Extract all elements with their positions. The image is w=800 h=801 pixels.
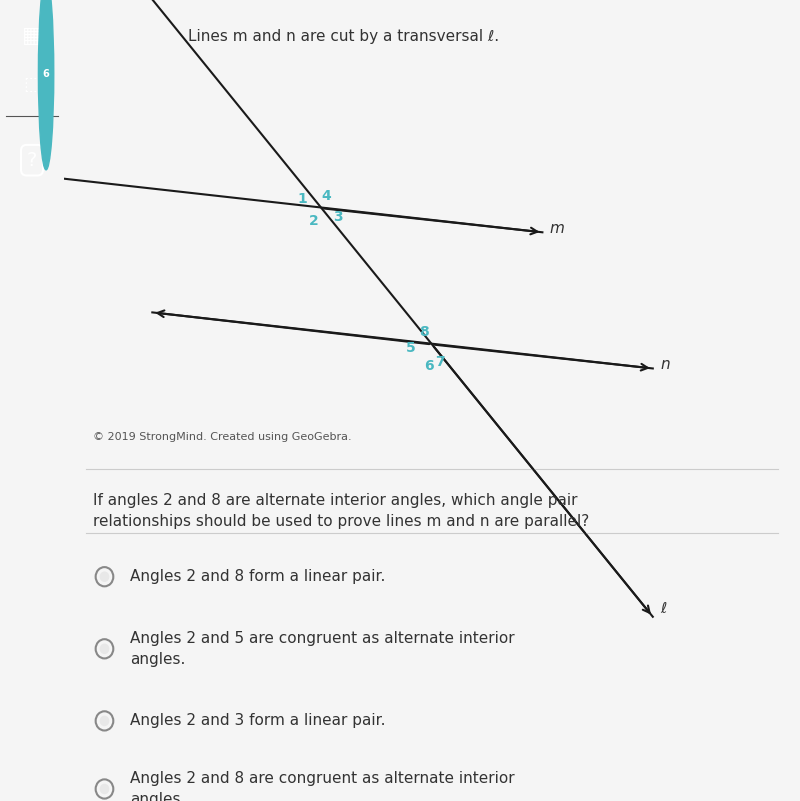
Text: ?: ? [27, 151, 37, 170]
Circle shape [100, 783, 110, 795]
Text: 6: 6 [42, 69, 50, 78]
Text: n: n [660, 357, 670, 372]
Text: 7: 7 [435, 355, 445, 369]
Circle shape [38, 0, 54, 170]
Text: ℓ: ℓ [660, 602, 666, 616]
Text: Angles 2 and 8 form a linear pair.: Angles 2 and 8 form a linear pair. [130, 570, 386, 584]
Text: 5: 5 [406, 341, 416, 355]
Circle shape [100, 571, 110, 582]
Text: m: m [550, 221, 565, 235]
Text: 6: 6 [424, 359, 434, 372]
Circle shape [100, 715, 110, 727]
Text: Lines m and n are cut by a transversal ℓ.: Lines m and n are cut by a transversal ℓ… [188, 29, 499, 43]
Text: If angles 2 and 8 are alternate interior angles, which angle pair
relationships : If angles 2 and 8 are alternate interior… [94, 493, 590, 529]
Text: 4: 4 [322, 189, 331, 203]
Text: 2: 2 [309, 214, 318, 227]
Text: ⬚: ⬚ [23, 74, 41, 94]
Text: 1: 1 [298, 192, 307, 207]
Text: ▦: ▦ [22, 26, 42, 46]
Text: Angles 2 and 5 are congruent as alternate interior
angles.: Angles 2 and 5 are congruent as alternat… [130, 631, 515, 666]
Text: © 2019 StrongMind. Created using GeoGebra.: © 2019 StrongMind. Created using GeoGebr… [94, 432, 352, 441]
Text: Angles 2 and 8 are congruent as alternate interior
angles.: Angles 2 and 8 are congruent as alternat… [130, 771, 515, 801]
Text: 3: 3 [333, 210, 342, 224]
Text: 8: 8 [419, 325, 429, 339]
Circle shape [100, 643, 110, 654]
Text: Angles 2 and 3 form a linear pair.: Angles 2 and 3 form a linear pair. [130, 714, 386, 728]
